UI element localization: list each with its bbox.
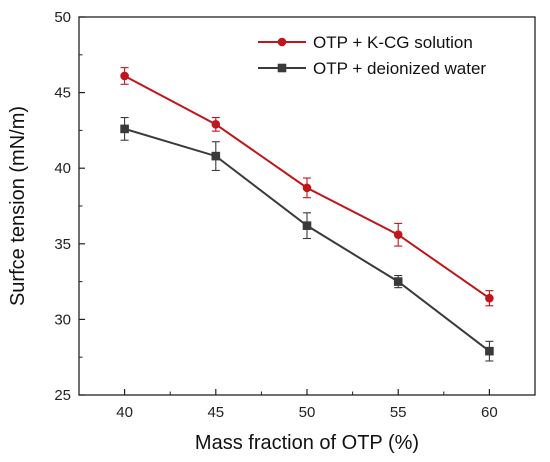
y-tick-label: 30 — [54, 311, 71, 328]
y-tick-label: 50 — [54, 9, 71, 26]
legend-marker — [277, 63, 287, 73]
data-point — [302, 221, 312, 230]
data-point — [120, 71, 129, 81]
legend-label: OTP + deionized water — [313, 59, 486, 78]
y-axis: 25 30 35 40 45 50 — [54, 9, 85, 404]
x-tick-label: 40 — [116, 404, 133, 421]
x-axis: 40 45 50 55 60 — [78, 389, 536, 421]
data-point — [485, 293, 494, 303]
legend-item-1: OTP + K-CG solution — [258, 33, 473, 52]
data-point — [211, 120, 221, 129]
data-point — [211, 151, 221, 161]
series-2 — [120, 116, 494, 362]
data-point — [393, 230, 403, 240]
y-tick-label: 40 — [54, 160, 71, 177]
x-tick-label: 45 — [207, 404, 224, 421]
y-axis-title: Surfce tension (mN/m) — [7, 106, 29, 306]
data-point — [485, 346, 494, 356]
series-layer — [120, 67, 494, 362]
legend: OTP + K-CG solution OTP + deionized water — [258, 33, 486, 78]
data-point — [120, 124, 129, 134]
x-tick-label: 55 — [390, 404, 407, 421]
series-1 — [120, 67, 494, 307]
series-line — [124, 127, 491, 352]
legend-label: OTP + K-CG solution — [313, 33, 473, 52]
legend-item-2: OTP + deionized water — [258, 59, 486, 78]
y-tick-label: 45 — [54, 85, 71, 102]
legend-marker — [277, 37, 287, 47]
x-axis-title: Mass fraction of OTP (%) — [195, 432, 419, 454]
y-tick-label: 35 — [54, 236, 71, 253]
y-tick-label: 25 — [54, 387, 71, 404]
x-tick-label: 50 — [299, 404, 316, 421]
data-point — [393, 277, 403, 286]
x-tick-label: 60 — [481, 404, 498, 421]
data-point — [302, 183, 312, 193]
